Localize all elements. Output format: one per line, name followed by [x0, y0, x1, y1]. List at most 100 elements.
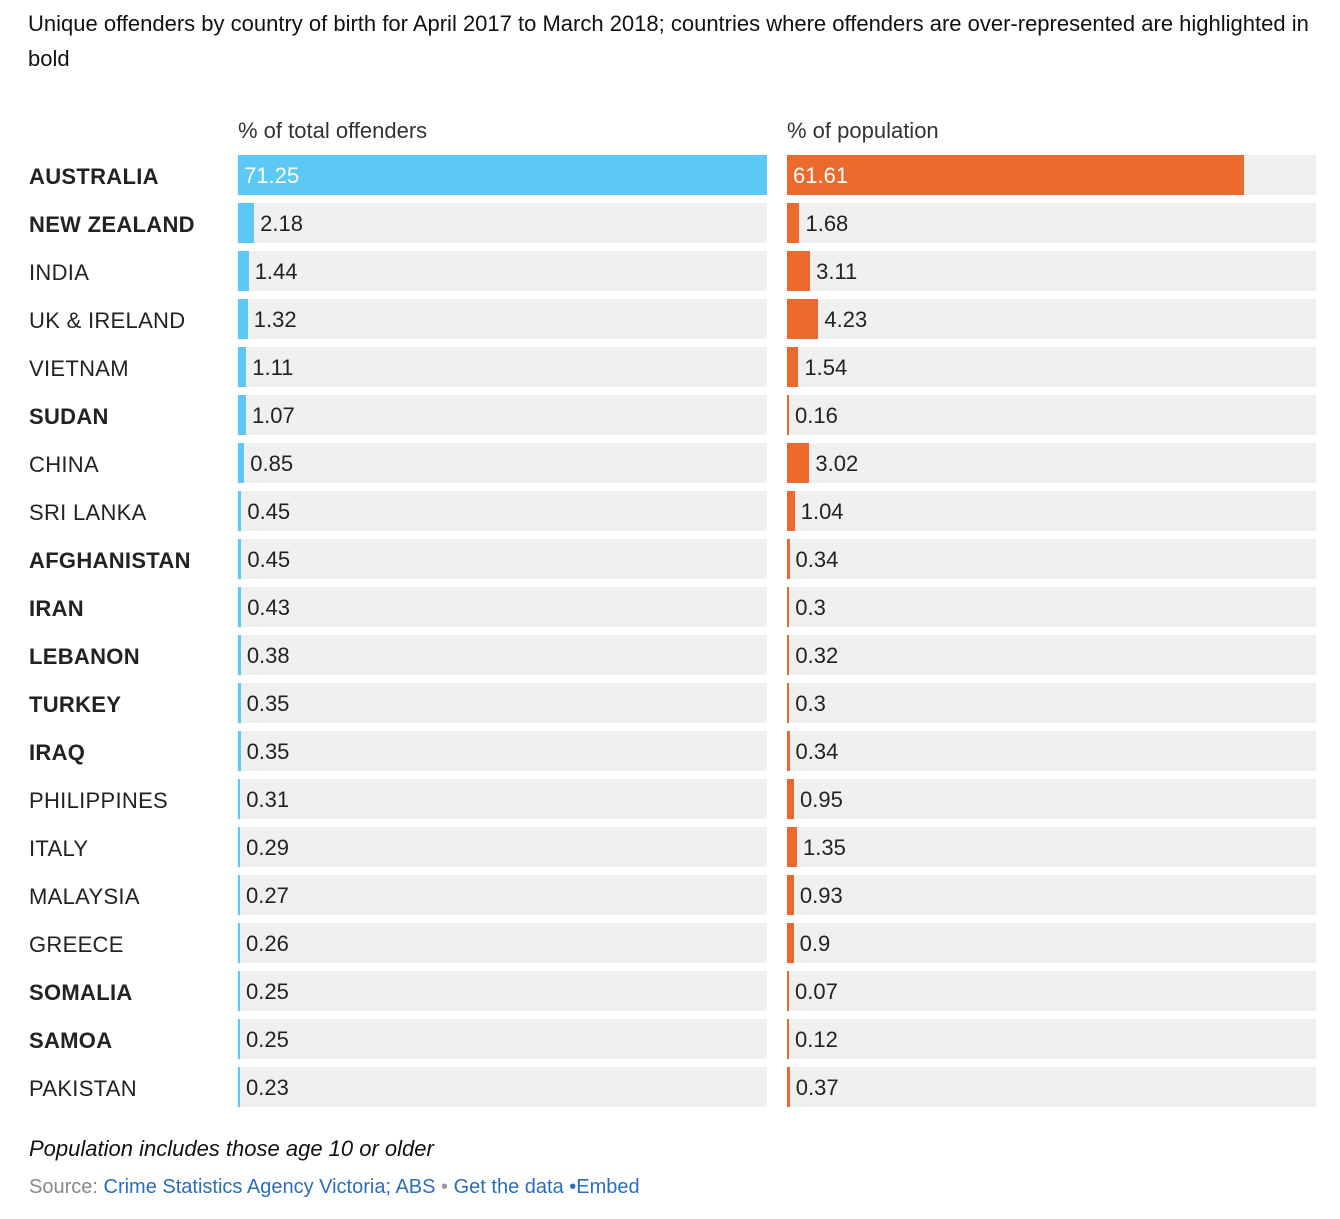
population-bar[interactable]: [787, 635, 790, 675]
offenders-bar[interactable]: [238, 251, 249, 291]
offenders-bar-track: 0.85: [238, 443, 767, 483]
offenders-column-header: % of total offenders: [238, 118, 428, 143]
offenders-value-label: 2.18: [260, 211, 303, 236]
category-label: TURKEY: [29, 692, 122, 717]
population-bar[interactable]: [787, 1067, 790, 1107]
offenders-bar[interactable]: [238, 347, 247, 387]
offenders-bar[interactable]: [238, 923, 240, 963]
offenders-bar[interactable]: [238, 971, 240, 1011]
offenders-bar-track: 1.32: [238, 299, 767, 339]
get-data-link[interactable]: Get the data: [453, 1176, 564, 1198]
population-value-label: 4.23: [824, 307, 868, 332]
offenders-bar[interactable]: [238, 875, 240, 915]
offenders-value-label: 0.85: [250, 451, 294, 476]
offenders-value-label: 0.43: [247, 595, 291, 620]
offenders-bar[interactable]: [238, 1067, 240, 1107]
population-bar-track: 1.35: [787, 827, 1316, 867]
offenders-bar-track: 0.35: [238, 731, 767, 771]
population-bar-track: 0.95: [787, 779, 1316, 819]
offenders-bar-track: 0.25: [238, 1019, 767, 1059]
offenders-value-label: 0.38: [246, 643, 290, 668]
population-bar-track: 0.37: [787, 1067, 1316, 1107]
population-value-label: 0.9: [799, 931, 831, 956]
offenders-bar[interactable]: [238, 779, 241, 819]
population-bar[interactable]: [787, 683, 790, 723]
population-bar[interactable]: [787, 779, 795, 819]
category-label: ITALY: [29, 836, 89, 861]
offenders-bar-track: 0.43: [238, 587, 767, 627]
offenders-bar[interactable]: [238, 1019, 240, 1059]
population-value-label: 61.61: [793, 163, 849, 188]
population-value-label: 0.34: [795, 547, 839, 572]
population-value-label: 0.95: [800, 787, 843, 812]
population-bar[interactable]: [787, 539, 790, 579]
offenders-value-label: 0.45: [247, 499, 291, 524]
category-label: PAKISTAN: [29, 1076, 137, 1101]
offenders-bar[interactable]: [238, 635, 241, 675]
offenders-bar-track: 0.29: [238, 827, 767, 867]
offenders-value-label: 0.27: [246, 883, 289, 908]
embed-link[interactable]: •Embed: [569, 1176, 640, 1198]
offenders-bar-track: 0.45: [238, 491, 767, 531]
population-bar[interactable]: [787, 587, 790, 627]
population-bar-track: 61.61: [787, 155, 1316, 195]
offenders-bar-track: 0.25: [238, 971, 767, 1011]
offenders-bar[interactable]: [238, 395, 246, 435]
offenders-bar[interactable]: [238, 827, 241, 867]
population-bar[interactable]: [787, 251, 811, 291]
offenders-bar-track: 0.31: [238, 779, 767, 819]
category-label: NEW ZEALAND: [29, 212, 195, 237]
source-line: Source: Crime Statistics Agency Victoria…: [29, 1176, 640, 1199]
population-bar[interactable]: [787, 347, 799, 387]
bar-chart: AUSTRALIA 71.25 61.61 NEW ZEALAND 2.18 1.68 IN…: [29, 155, 1316, 1107]
population-value-label: 0.3: [795, 691, 826, 716]
population-bar[interactable]: [787, 875, 794, 915]
offenders-bar[interactable]: [238, 731, 241, 771]
source-link[interactable]: Crime Statistics Agency Victoria; ABS: [103, 1176, 436, 1198]
category-label: VIETNAM: [29, 356, 129, 381]
population-value-label: 0.93: [799, 883, 843, 908]
population-bar-track: 0.34: [787, 539, 1316, 579]
offenders-bar[interactable]: [238, 539, 242, 579]
category-label: MALAYSIA: [29, 884, 140, 909]
population-bar-track: 0.32: [787, 635, 1316, 675]
offenders-bar-track: 71.25: [238, 155, 767, 195]
population-value-label: 1.68: [805, 211, 849, 236]
source-label: Source:: [29, 1176, 98, 1198]
population-value-label: 1.54: [804, 355, 848, 380]
offenders-bar[interactable]: [238, 203, 255, 243]
population-bar[interactable]: [787, 395, 789, 435]
population-bar-track: 0.3: [787, 683, 1316, 723]
population-bar[interactable]: [787, 971, 789, 1011]
population-bar[interactable]: [787, 299, 819, 339]
category-label: AFGHANISTAN: [29, 548, 191, 573]
offenders-bar[interactable]: [238, 683, 241, 723]
offenders-bar[interactable]: [238, 443, 245, 483]
population-value-label: 0.34: [795, 739, 839, 764]
offenders-value-label: 0.25: [246, 1027, 289, 1052]
population-bar[interactable]: [787, 731, 790, 771]
category-label: GREECE: [29, 932, 124, 957]
offenders-bar[interactable]: [238, 299, 248, 339]
chart-title: Unique offenders by country of birth for…: [28, 11, 1309, 71]
offenders-bar-track: 1.44: [238, 251, 767, 291]
offenders-bar[interactable]: [238, 155, 767, 195]
population-bar[interactable]: [787, 923, 794, 963]
offenders-bar-track: 1.07: [238, 395, 767, 435]
offenders-value-label: 71.25: [244, 163, 300, 188]
population-bar-track: 0.12: [787, 1019, 1316, 1059]
population-bar[interactable]: [787, 155, 1245, 195]
population-bar[interactable]: [787, 827, 798, 867]
offenders-bar[interactable]: [238, 491, 242, 531]
category-label: LEBANON: [29, 644, 140, 669]
population-bar[interactable]: [787, 1019, 789, 1059]
offenders-bar[interactable]: [238, 587, 242, 627]
population-bar[interactable]: [787, 203, 800, 243]
population-bar[interactable]: [787, 491, 795, 531]
population-bar-track: 0.3: [787, 587, 1316, 627]
population-bar-track: 0.9: [787, 923, 1316, 963]
population-bar[interactable]: [787, 443, 810, 483]
population-value-label: 0.16: [795, 403, 838, 428]
offenders-value-label: 0.35: [246, 739, 290, 764]
population-bar-track: 1.54: [787, 347, 1316, 387]
